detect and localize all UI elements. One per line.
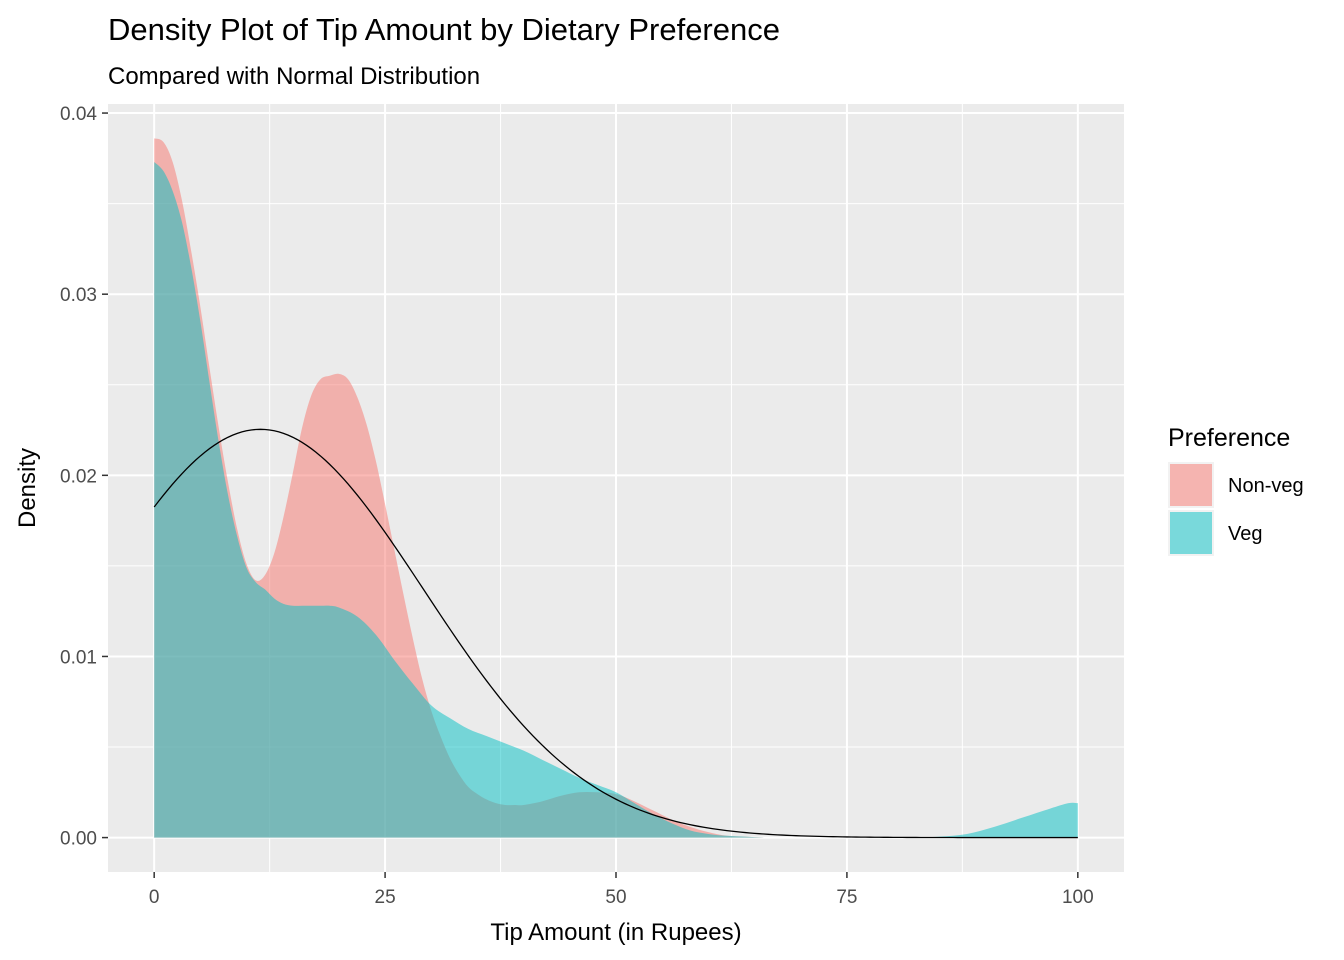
x-tick-label: 0: [149, 887, 160, 908]
x-tick-label: 25: [375, 887, 396, 908]
x-tick-label: 100: [1062, 887, 1094, 908]
density-areas: [154, 138, 1078, 838]
y-tick-label: 0.03: [60, 285, 97, 306]
normal-curve-layer: [153, 428, 1078, 839]
x-tick-label: 50: [605, 887, 626, 908]
legend-label: Non-veg: [1228, 475, 1304, 497]
legend-label: Veg: [1228, 523, 1262, 545]
normal-curve: [153, 428, 1078, 839]
y-axis-title: Density: [14, 448, 41, 528]
y-tick-label: 0.01: [60, 647, 97, 668]
legend: Preference Non-veg Veg: [1168, 424, 1304, 556]
legend-title: Preference: [1168, 424, 1290, 452]
chart-subtitle: Compared with Normal Distribution: [108, 63, 480, 90]
y-tick-label: 0.04: [60, 104, 97, 125]
density-area-veg: [154, 161, 1078, 838]
x-tick-label: 75: [836, 887, 857, 908]
x-axis-title: Tip Amount (in Rupees): [490, 919, 741, 946]
legend-swatch-veg: [1170, 512, 1212, 554]
y-tick-label: 0.00: [60, 829, 97, 850]
chart-title: Density Plot of Tip Amount by Dietary Pr…: [108, 12, 780, 47]
axes: 0 25 50 75 100 0.00 0.01 0.02 0.03 0.04: [60, 104, 1094, 908]
y-tick-label: 0.02: [60, 466, 97, 487]
legend-swatch-non-veg: [1170, 464, 1212, 506]
